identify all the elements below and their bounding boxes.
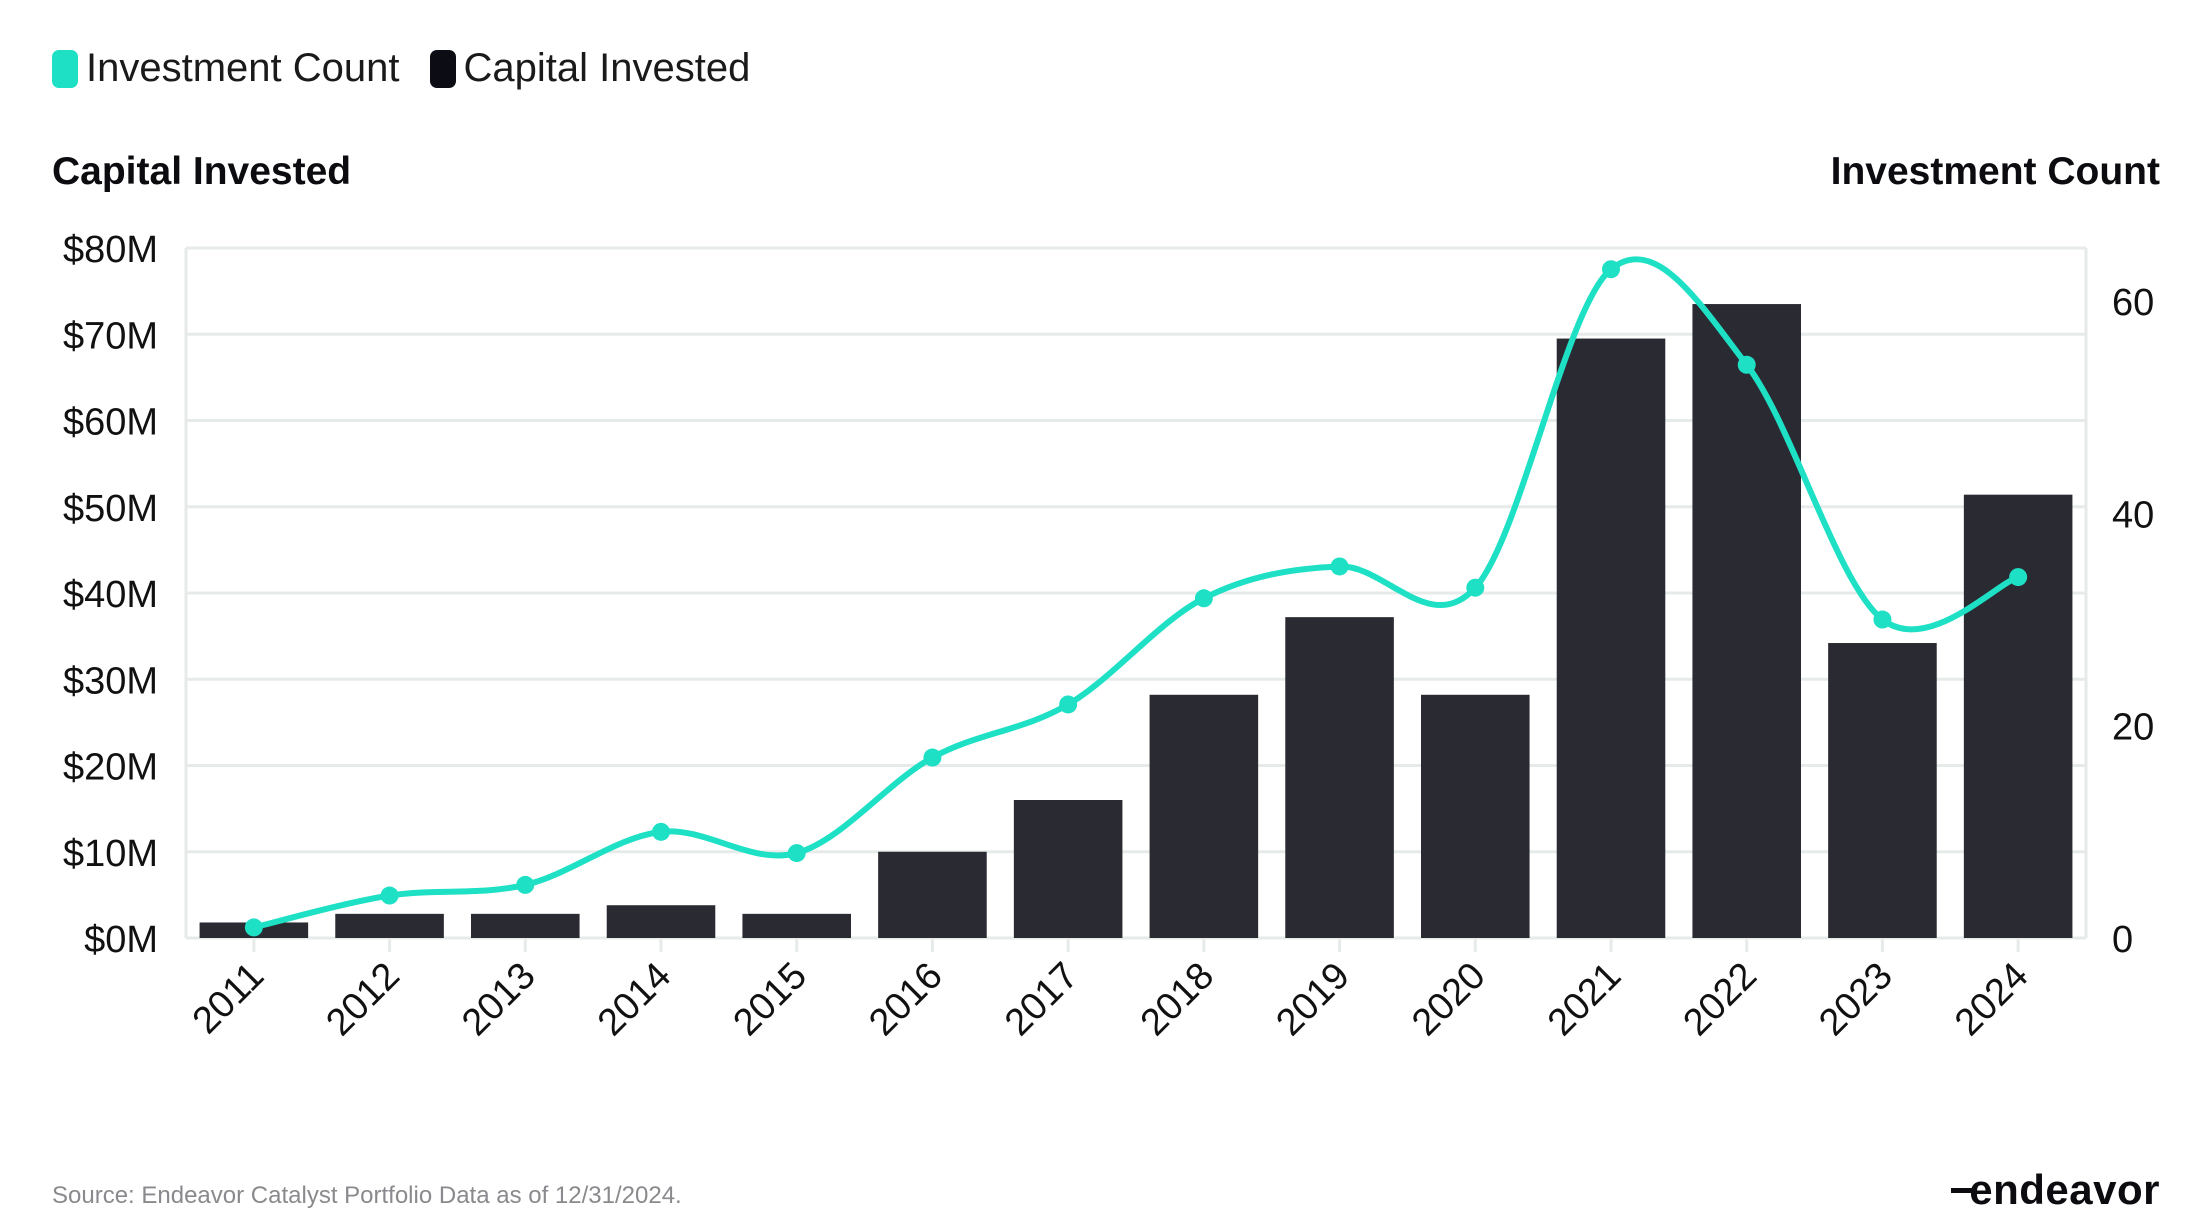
bar-capital-invested	[878, 851, 987, 938]
bar-capital-invested	[471, 913, 580, 938]
y-left-tick-label: $10M	[63, 833, 158, 875]
bar-capital-invested	[1692, 304, 1801, 938]
bar-capital-invested	[1285, 617, 1394, 938]
right-axis-title: Investment Count	[1830, 150, 2160, 193]
point-investment-count	[1873, 610, 1892, 629]
bar-capital-invested	[335, 913, 444, 938]
y-left-tick-label: $60M	[63, 402, 158, 444]
bar-capital-invested	[742, 913, 851, 938]
y-right-tick-label: 60	[2112, 282, 2154, 324]
y-left-tick-label: $0M	[84, 919, 158, 961]
x-tick-label: 2024	[1947, 955, 2036, 1044]
point-investment-count	[1737, 355, 1756, 374]
point-investment-count	[2009, 568, 2028, 587]
endeavor-logo: endeavor	[1951, 1166, 2160, 1214]
x-tick-label: 2017	[997, 955, 1086, 1044]
left-axis-title: Capital Invested	[52, 150, 352, 193]
y-left-tick-label: $30M	[63, 660, 158, 702]
point-investment-count	[1330, 557, 1349, 576]
y-left-tick-label: $20M	[63, 747, 158, 789]
bar-capital-invested	[606, 905, 716, 938]
x-tick-label: 2012	[318, 955, 407, 1044]
x-tick-label: 2021	[1540, 955, 1629, 1044]
x-tick-label: 2018	[1133, 955, 1222, 1044]
y-left-tick-label: $40M	[63, 574, 158, 616]
bar-capital-invested	[1149, 694, 1259, 938]
x-tick-label: 2023	[1811, 955, 1900, 1044]
y-left-tick-label: $50M	[63, 488, 158, 530]
bar-capital-invested	[1421, 694, 1530, 938]
x-tick-label: 2020	[1404, 955, 1493, 1044]
capital-invested-bars	[199, 304, 2073, 938]
point-investment-count	[1602, 260, 1620, 279]
legend-item-investment-count[interactable]: Investment Count	[52, 46, 400, 91]
legend-item-capital-invested[interactable]: Capital Invested	[429, 46, 751, 91]
chart-legend: Investment Count Capital Invested	[52, 46, 780, 91]
bar-capital-invested	[1828, 643, 1937, 938]
point-investment-count	[787, 844, 806, 863]
point-investment-count	[1466, 578, 1485, 597]
x-tick-label: 2019	[1268, 955, 1357, 1044]
legend-swatch-capital-invested	[429, 49, 456, 88]
logo-dash-icon	[1951, 1188, 1974, 1194]
x-tick-label: 2013	[454, 955, 543, 1044]
legend-label-capital-invested: Capital Invested	[463, 46, 751, 90]
y-right-tick-label: 0	[2112, 919, 2133, 961]
point-investment-count	[923, 748, 942, 767]
logo-text: endeavor	[1969, 1166, 2160, 1213]
x-tick-label: 2015	[726, 955, 815, 1044]
y-left-tick-label: $70M	[63, 315, 158, 357]
legend-swatch-investment-count	[52, 49, 78, 88]
x-tick-label: 2014	[590, 955, 679, 1044]
point-investment-count	[380, 886, 399, 905]
source-note: Source: Endeavor Catalyst Portfolio Data…	[52, 1182, 682, 1209]
bar-capital-invested	[1963, 494, 2073, 938]
y-right-tick-label: 40	[2112, 494, 2154, 536]
point-investment-count	[244, 918, 263, 937]
bar-capital-invested	[1556, 338, 1666, 938]
x-tick-label: 2016	[861, 955, 950, 1044]
point-investment-count	[516, 875, 535, 894]
legend-label-investment-count: Investment Count	[86, 46, 400, 90]
x-tick-label: 2022	[1676, 955, 1765, 1044]
point-investment-count	[652, 822, 670, 841]
point-investment-count	[1194, 589, 1213, 608]
y-left-tick-label: $80M	[63, 229, 158, 271]
bar-capital-invested	[1013, 800, 1123, 938]
investment-count-line	[244, 256, 2028, 937]
point-investment-count	[1059, 695, 1078, 714]
y-right-tick-label: 20	[2112, 707, 2154, 749]
x-tick-label: 2011	[185, 955, 272, 1042]
